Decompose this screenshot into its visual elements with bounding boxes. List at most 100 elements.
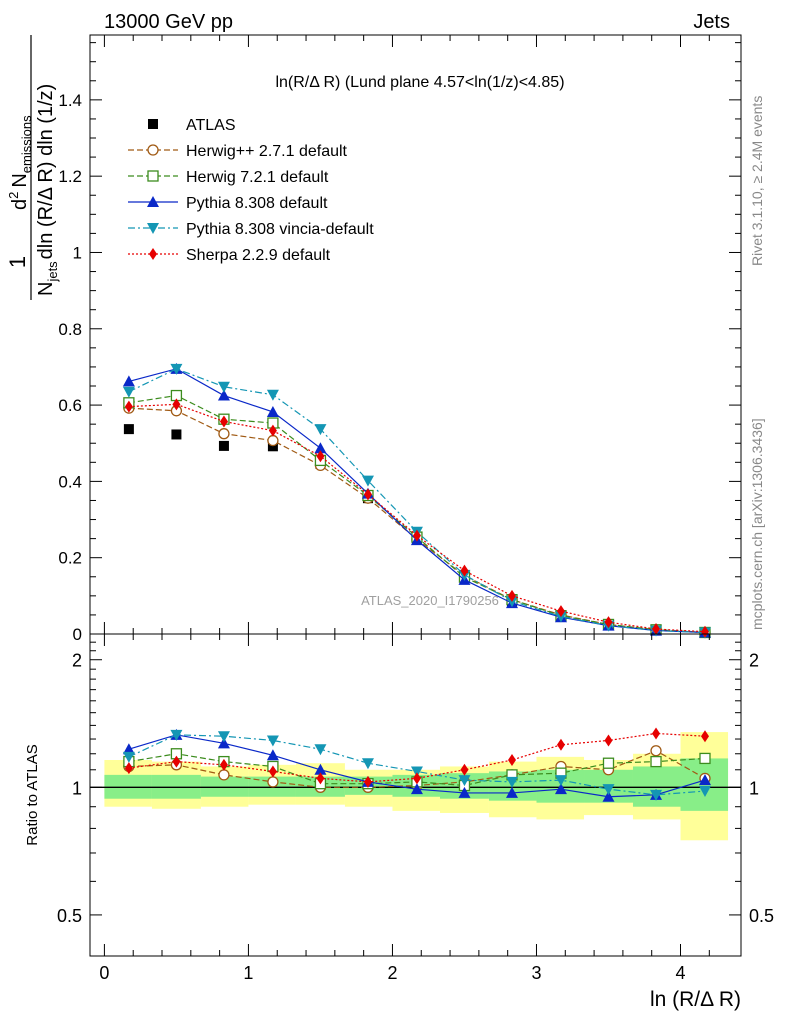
ratio-y-tick-label: 2 [72, 651, 82, 671]
ratio-point [554, 783, 567, 795]
ratio-point [460, 763, 469, 776]
legend-marker [147, 144, 159, 156]
legend-marker [147, 196, 159, 207]
x-tick-label: 1 [243, 963, 253, 983]
main-point [217, 389, 230, 401]
legend-label: Pythia 8.308 vincia-default [186, 221, 374, 238]
ratio-point [604, 734, 613, 747]
main-title: ln(R/Δ R) (Lund plane 4.57<ln(1/z)<4.85) [275, 74, 564, 91]
ratio-point [698, 774, 711, 786]
main-point [219, 415, 228, 428]
legend-entry: Herwig 7.2.1 default [128, 169, 329, 186]
x-tick-label: 0 [99, 963, 109, 983]
ratio-series-2 [122, 728, 711, 802]
main-point [316, 450, 325, 463]
legend-entry: Pythia 8.308 default [128, 195, 328, 212]
ratio-point [266, 735, 279, 747]
main-point [700, 625, 709, 638]
ratio-point [458, 775, 471, 787]
ratio-point [122, 743, 135, 755]
main-y-tick-label: 1 [73, 243, 82, 262]
legend-marker [147, 170, 159, 182]
ratio-point [361, 758, 374, 770]
ratio-panel: 0.5 0.5 1 1 2 2 0 1 2 3 4 [57, 633, 774, 983]
ratio-point [218, 769, 230, 781]
main-point [122, 386, 135, 398]
ylabel-denominator: Njetsdln (R/Δ R) dln (1/z) [35, 84, 60, 296]
main-y-axis-label: 1 d2 Nemissions Njetsdln (R/Δ R) dln (1/z… [5, 35, 60, 300]
ratio-y-tick-label: 0.5 [57, 906, 82, 926]
ratio-point [316, 772, 325, 785]
main-point [267, 434, 279, 447]
ylabel-sup2: 2 [6, 192, 21, 199]
ylabel-rest: dln (R/Δ R) dln (1/z) [35, 84, 57, 260]
legend-label: Sherpa 2.2.9 default [186, 247, 331, 264]
ratio-y-tick-label-right: 1 [749, 778, 759, 798]
ratio-y-tick-label-right: 2 [749, 651, 759, 671]
legend-label: Herwig 7.2.1 default [186, 169, 329, 186]
main-point [556, 605, 565, 618]
main-grid-layer: 0 0.2 0.4 0.6 0.8 1 1.2 1.4 [58, 35, 741, 644]
legend-entry: ATLAS [148, 117, 236, 134]
ratio-point [314, 744, 327, 756]
watermark: ATLAS_2020_I1790256 [361, 593, 499, 608]
legend-label: Herwig++ 2.7.1 default [186, 143, 348, 160]
ratio-point [700, 730, 709, 743]
main-y-tick-label: 0.6 [58, 396, 82, 415]
main-point [314, 442, 327, 454]
main-point [361, 475, 374, 487]
legend-marker [149, 248, 157, 260]
ylabel-one: 1 [5, 256, 30, 268]
ratio-point [650, 789, 663, 801]
main-point [266, 389, 279, 401]
ratio-series-4 [124, 727, 709, 788]
x-tick-label: 3 [531, 963, 541, 983]
ratio-point [556, 738, 565, 751]
main-y-tick-label: 0.8 [58, 320, 82, 339]
ratio-point [170, 729, 183, 741]
ratio-point [217, 737, 230, 749]
legend-entry: Sherpa 2.2.9 default [128, 247, 331, 264]
x-tick-label: 4 [676, 963, 686, 983]
ratio-y-axis-label: Ratio to ATLAS [24, 744, 41, 845]
ratio-band-green [632, 766, 681, 807]
main-y-tick-label: 1.4 [58, 91, 82, 110]
ratio-point [412, 772, 421, 785]
main-point [172, 398, 181, 411]
main-point [266, 405, 279, 417]
ratio-point [652, 727, 661, 740]
main-point [124, 400, 133, 413]
main-point [170, 363, 183, 375]
main-point [218, 428, 230, 440]
legend-label: ATLAS [186, 117, 236, 134]
ratio-point [314, 763, 327, 775]
ylabel-sub1: emissions [19, 115, 34, 173]
ratio-point [122, 751, 135, 763]
ylabel-numerator: d2 Nemissions [6, 115, 34, 210]
legend-entry: Pythia 8.308 vincia-default [128, 221, 374, 238]
main-y-tick-label: 1.2 [58, 167, 82, 186]
main-y-tick-label: 0.2 [58, 549, 82, 568]
ratio-point [602, 790, 615, 802]
main-point [268, 424, 277, 437]
ratio-point [650, 745, 662, 757]
main-point [507, 589, 516, 602]
legend-label: Pythia 8.308 default [186, 195, 328, 212]
legend-marker [148, 119, 158, 129]
ratio-point [266, 749, 279, 761]
ratio-point [602, 757, 615, 769]
legend-marker [147, 223, 159, 234]
main-y-tick-label: 0.4 [58, 472, 82, 491]
main-point [267, 441, 278, 452]
ratio-point [458, 786, 471, 798]
ratio-point [219, 758, 228, 771]
main-point [123, 424, 134, 435]
ratio-point [554, 775, 567, 787]
main-point [122, 375, 135, 387]
ratio-point [267, 776, 279, 788]
main-point [652, 623, 661, 636]
header-energy-label: 13000 GeV pp [104, 11, 233, 33]
ratio-point [410, 783, 423, 795]
ylabel-N2: N [35, 282, 57, 296]
